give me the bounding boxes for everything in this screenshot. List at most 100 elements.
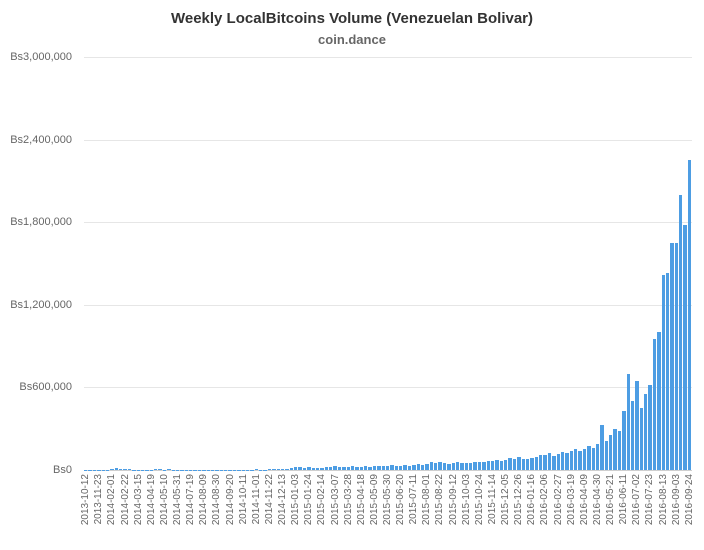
bar[interactable] (333, 466, 337, 470)
bar[interactable] (434, 463, 438, 470)
bar[interactable] (329, 466, 333, 470)
bar[interactable] (534, 456, 538, 470)
bar[interactable] (595, 444, 600, 470)
bar[interactable] (543, 454, 547, 470)
bar[interactable] (604, 440, 608, 470)
bar[interactable] (285, 468, 289, 470)
bar[interactable] (385, 466, 390, 470)
bar[interactable] (556, 454, 560, 470)
bar[interactable] (447, 463, 451, 470)
bar[interactable] (394, 466, 398, 470)
bar[interactable] (530, 457, 534, 470)
bar[interactable] (477, 461, 482, 470)
bar[interactable] (525, 459, 530, 470)
bar[interactable] (167, 468, 171, 470)
bar[interactable] (517, 457, 521, 470)
bar[interactable] (294, 467, 298, 470)
bar[interactable] (154, 468, 158, 470)
bar[interactable] (127, 468, 132, 470)
bar[interactable] (381, 466, 385, 470)
bar[interactable] (661, 274, 665, 470)
bar[interactable] (399, 465, 403, 470)
bar[interactable] (512, 459, 517, 470)
bar[interactable] (635, 380, 639, 470)
bar[interactable] (560, 451, 565, 470)
bar[interactable] (119, 469, 123, 470)
bar[interactable] (486, 461, 490, 470)
bar[interactable] (508, 458, 512, 470)
bar[interactable] (289, 468, 293, 470)
bar[interactable] (569, 450, 573, 470)
bar[interactable] (504, 459, 508, 470)
bar[interactable] (442, 462, 447, 470)
bar[interactable] (670, 242, 674, 470)
bar[interactable] (267, 469, 272, 470)
bar[interactable] (652, 339, 657, 470)
bar[interactable] (346, 466, 350, 470)
bar[interactable] (547, 452, 552, 470)
bar[interactable] (337, 466, 342, 470)
bar[interactable] (600, 424, 604, 470)
bar[interactable] (565, 453, 569, 470)
bar[interactable] (429, 462, 433, 470)
bar[interactable] (482, 462, 486, 470)
bar[interactable] (622, 410, 626, 470)
bar[interactable] (355, 466, 359, 470)
bar[interactable] (390, 465, 394, 470)
bar[interactable] (254, 469, 258, 470)
bar[interactable] (617, 431, 622, 470)
bar[interactable] (372, 466, 377, 470)
bar[interactable] (364, 466, 368, 470)
bar[interactable] (648, 384, 652, 470)
bar[interactable] (587, 446, 591, 470)
bar[interactable] (582, 449, 587, 470)
bar[interactable] (574, 448, 578, 470)
bar[interactable] (368, 466, 372, 470)
bar[interactable] (683, 224, 687, 470)
bar[interactable] (613, 428, 617, 470)
bar[interactable] (630, 401, 635, 470)
bar[interactable] (412, 464, 416, 470)
bar[interactable] (110, 468, 114, 470)
bar[interactable] (455, 462, 460, 470)
bar[interactable] (552, 456, 556, 470)
bar[interactable] (490, 460, 495, 470)
bar[interactable] (407, 465, 412, 470)
bar[interactable] (302, 467, 307, 470)
bar[interactable] (420, 465, 425, 470)
bar[interactable] (591, 447, 595, 470)
bar[interactable] (499, 460, 503, 470)
bar[interactable] (307, 467, 311, 470)
bar[interactable] (311, 467, 315, 470)
bar[interactable] (539, 455, 543, 470)
bar[interactable] (342, 467, 346, 470)
bar[interactable] (272, 469, 276, 470)
bar[interactable] (350, 466, 355, 470)
bar[interactable] (403, 465, 407, 470)
bar[interactable] (280, 469, 285, 470)
bar[interactable] (644, 394, 648, 470)
bar[interactable] (469, 462, 473, 470)
bar[interactable] (320, 467, 324, 470)
bar[interactable] (473, 462, 477, 470)
bar[interactable] (657, 332, 661, 470)
bar[interactable] (377, 465, 381, 470)
bar[interactable] (665, 273, 670, 470)
bar[interactable] (460, 462, 464, 470)
bar[interactable] (687, 160, 692, 470)
bar[interactable] (438, 461, 442, 470)
bar[interactable] (359, 466, 363, 470)
bar[interactable] (674, 242, 678, 470)
bar[interactable] (324, 467, 328, 470)
bar[interactable] (315, 467, 320, 470)
bar[interactable] (158, 469, 162, 470)
bar[interactable] (298, 466, 302, 470)
bar[interactable] (425, 464, 429, 470)
bar[interactable] (626, 373, 630, 470)
bar[interactable] (114, 468, 118, 470)
bar[interactable] (451, 463, 455, 470)
bar[interactable] (464, 463, 468, 470)
bar[interactable] (495, 460, 499, 470)
bar[interactable] (639, 408, 643, 470)
bar[interactable] (276, 469, 280, 470)
